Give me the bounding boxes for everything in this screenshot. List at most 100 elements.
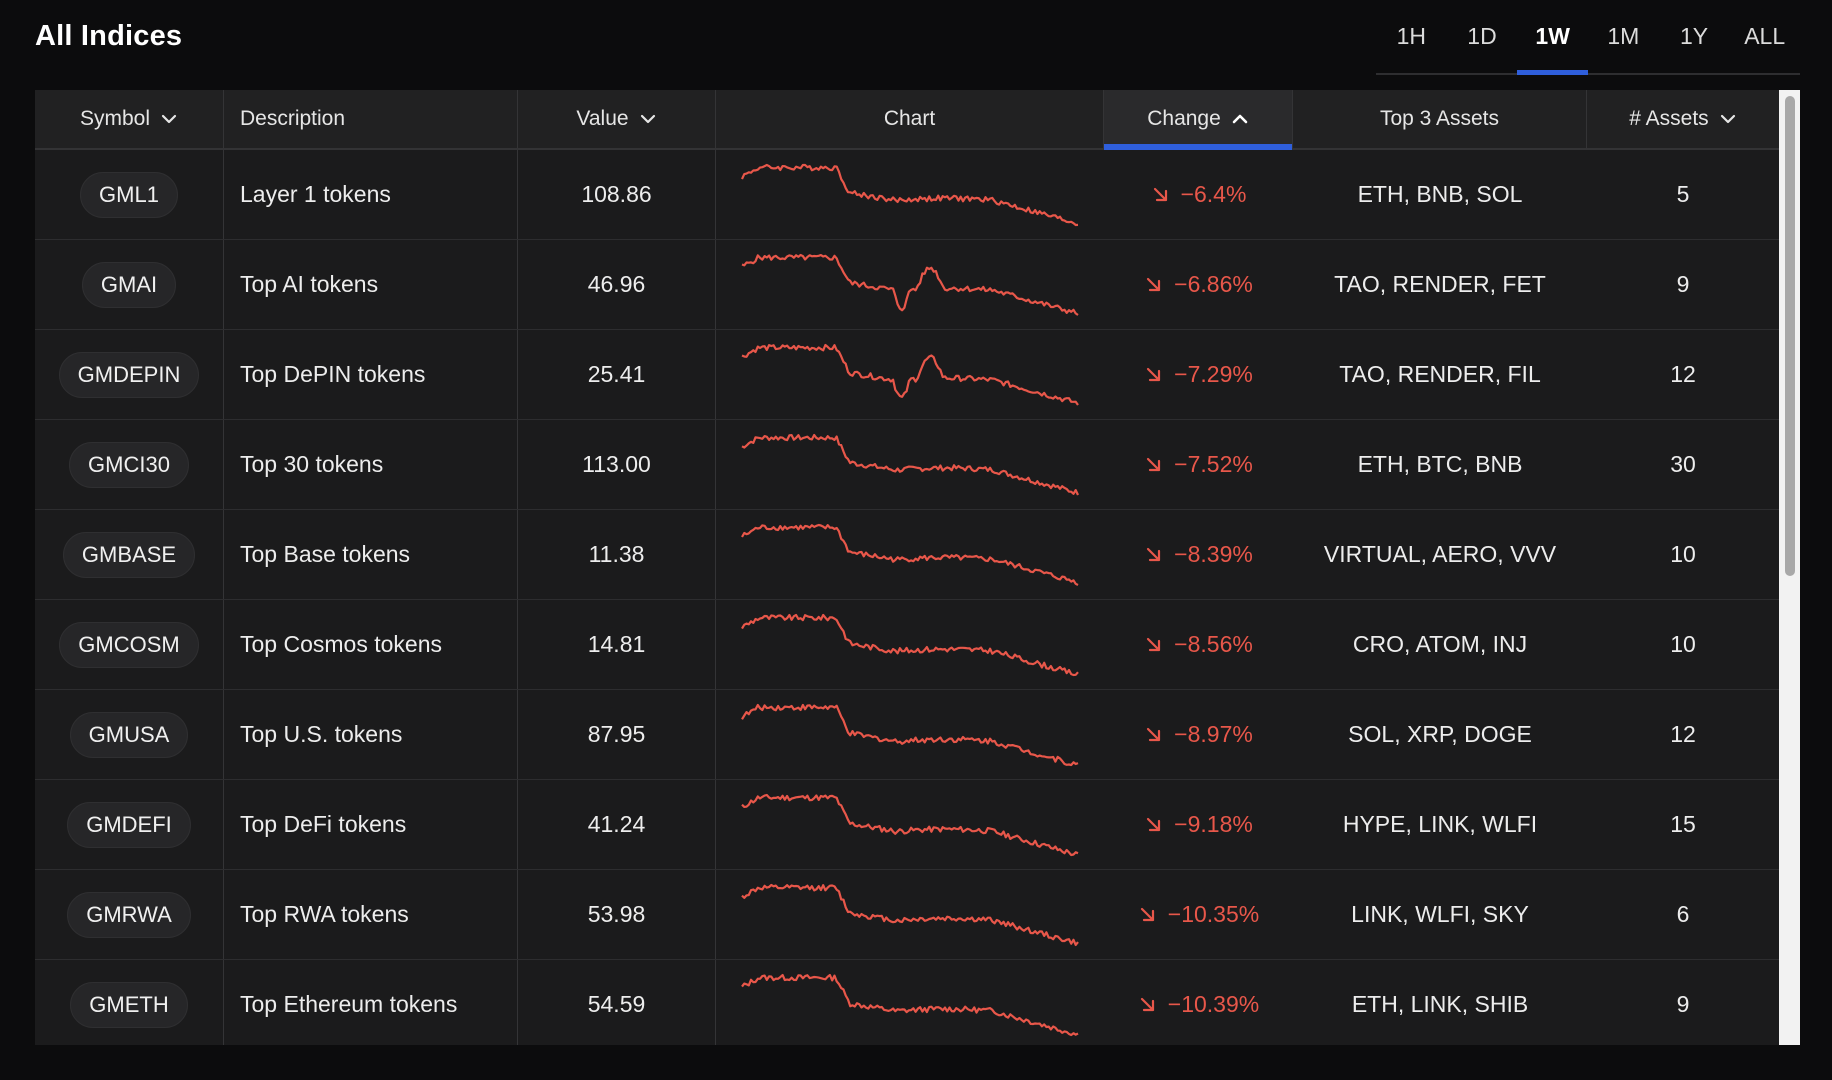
tab-all[interactable]: ALL [1744, 23, 1786, 49]
num-assets-cell: 30 [1670, 451, 1696, 477]
description-cell: Top RWA tokens [224, 870, 518, 959]
arrow-down-right-icon [1147, 637, 1161, 651]
change-value: −8.56% [1144, 631, 1253, 658]
change-value: −6.86% [1144, 271, 1253, 298]
description-cell: Top Base tokens [224, 510, 518, 599]
description-cell: Top Ethereum tokens [224, 960, 518, 1045]
change-value: −10.35% [1138, 901, 1259, 928]
table-row[interactable]: GMRWA Top RWA tokens 53.98 −10.35% LINK, WLF… [35, 870, 1779, 960]
symbol-badge[interactable]: GMBASE [62, 531, 196, 578]
column-header-change-label: Change [1147, 107, 1221, 130]
sparkline-path [741, 703, 1079, 766]
sparkline-path [741, 883, 1079, 946]
top-assets-cell: ETH, BTC, BNB [1357, 451, 1523, 477]
description-cell: Top Cosmos tokens [224, 600, 518, 689]
change-value: −8.39% [1144, 541, 1253, 568]
symbol-cell: GMCI30 [35, 420, 224, 509]
num-assets-cell: 10 [1670, 631, 1696, 657]
chart-cell [716, 420, 1104, 509]
sparkline-chart [741, 253, 1079, 316]
column-header-description: Description [224, 90, 518, 148]
timeframe-tabs: 1H 1D 1W 1M 1Y ALL [1376, 0, 1800, 75]
value-cell: 87.95 [518, 690, 716, 779]
num-assets-cell: 12 [1670, 721, 1696, 747]
symbol-badge[interactable]: GMETH [70, 981, 188, 1028]
symbol-badge[interactable]: GMRWA [67, 891, 191, 938]
table-row[interactable]: GMDEPIN Top DePIN tokens 25.41 −7.29% TAO, R… [35, 330, 1779, 420]
sparkline-chart [741, 163, 1079, 226]
change-percent: −7.29% [1174, 361, 1253, 387]
arrow-down-right-icon [1147, 277, 1161, 291]
tab-1h[interactable]: 1H [1396, 23, 1427, 49]
table-row[interactable]: GMUSA Top U.S. tokens 87.95 −8.97% SOL, XRP,… [35, 690, 1779, 780]
change-percent: −8.56% [1174, 631, 1253, 657]
sparkline-chart [741, 523, 1079, 586]
chevron-down-icon [161, 114, 177, 124]
change-percent: −6.4% [1180, 181, 1247, 207]
symbol-badge[interactable]: GMCI30 [69, 441, 189, 488]
symbol-badge[interactable]: GML1 [80, 171, 178, 218]
symbol-badge[interactable]: GMDEFI [67, 801, 191, 848]
table-row[interactable]: GMDEFI Top DeFi tokens 41.24 −9.18% HYPE, LI… [35, 780, 1779, 870]
change-cell: −9.18% [1104, 780, 1293, 869]
table-row[interactable]: GMCOSM Top Cosmos tokens 14.81 −8.56% CRO, A… [35, 600, 1779, 690]
num-assets-cell: 5 [1676, 181, 1690, 207]
column-header-top-assets-label: Top 3 Assets [1379, 107, 1500, 130]
value-cell: 41.24 [518, 780, 716, 869]
chart-cell [716, 330, 1104, 419]
scrollbar-thumb[interactable] [1785, 96, 1795, 576]
description-cell: Top DePIN tokens [224, 330, 518, 419]
symbol-badge[interactable]: GMCOSM [59, 621, 199, 668]
column-header-symbol[interactable]: Symbol [35, 90, 224, 148]
chevron-up-icon [1232, 114, 1248, 124]
symbol-badge[interactable]: GMAI [81, 261, 177, 308]
change-value: −7.52% [1144, 451, 1253, 478]
change-cell: −6.4% [1104, 150, 1293, 239]
symbol-badge[interactable]: GMDEPIN [58, 351, 200, 398]
chart-cell [716, 690, 1104, 779]
top-assets-cell: ETH, LINK, SHIB [1351, 991, 1529, 1017]
tab-1w[interactable]: 1W [1517, 0, 1588, 75]
value-cell: 25.41 [518, 330, 716, 419]
chevron-down-icon [640, 114, 655, 124]
sparkline-path [741, 163, 1079, 226]
arrow-down-right-icon [1147, 367, 1161, 381]
column-header-change[interactable]: Change [1104, 90, 1293, 150]
table-scrollbar[interactable] [1779, 90, 1800, 1045]
change-value: −9.18% [1144, 811, 1253, 838]
column-header-num-assets[interactable]: # Assets [1587, 90, 1779, 148]
num-assets-cell: 10 [1670, 541, 1696, 567]
change-percent: −6.86% [1174, 271, 1253, 297]
sparkline-path [741, 433, 1079, 495]
sparkline-chart [741, 343, 1079, 406]
sparkline-path [741, 343, 1079, 406]
tab-1y[interactable]: 1Y [1679, 23, 1709, 49]
symbol-cell: GMRWA [35, 870, 224, 959]
top-assets-cell: TAO, RENDER, FET [1334, 271, 1546, 297]
chart-cell [716, 960, 1104, 1045]
chart-cell [716, 870, 1104, 959]
tab-1d[interactable]: 1D [1467, 23, 1497, 49]
description-cell: Top AI tokens [224, 240, 518, 329]
value-cell: 11.38 [518, 510, 716, 599]
sparkline-path [741, 973, 1079, 1036]
sparkline-chart [741, 793, 1079, 856]
table-row[interactable]: GMAI Top AI tokens 46.96 −6.86% TAO, RENDER,… [35, 240, 1779, 330]
table-body: GML1 Layer 1 tokens 108.86 −6.4% ETH, BNB, S… [35, 150, 1779, 1045]
num-assets-cell: 15 [1670, 811, 1696, 837]
column-header-top-assets: Top 3 Assets [1293, 90, 1587, 148]
change-percent: −10.39% [1167, 991, 1260, 1017]
symbol-badge[interactable]: GMUSA [69, 711, 189, 758]
symbol-cell: GMUSA [35, 690, 224, 779]
table-row[interactable]: GML1 Layer 1 tokens 108.86 −6.4% ETH, BNB, S… [35, 150, 1779, 240]
change-cell: −6.86% [1104, 240, 1293, 329]
table-row[interactable]: GMCI30 Top 30 tokens 113.00 −7.52% ETH, BTC,… [35, 420, 1779, 510]
change-cell: −10.35% [1104, 870, 1293, 959]
column-header-value[interactable]: Value [518, 90, 716, 148]
column-header-chart-label: Chart [883, 107, 936, 130]
tab-1m[interactable]: 1M [1607, 23, 1640, 49]
table-row[interactable]: GMETH Top Ethereum tokens 54.59 −10.39% ETH,… [35, 960, 1779, 1045]
symbol-cell: GMCOSM [35, 600, 224, 689]
arrow-down-right-icon [1147, 547, 1161, 561]
table-row[interactable]: GMBASE Top Base tokens 11.38 −8.39% VIRTUAL,… [35, 510, 1779, 600]
